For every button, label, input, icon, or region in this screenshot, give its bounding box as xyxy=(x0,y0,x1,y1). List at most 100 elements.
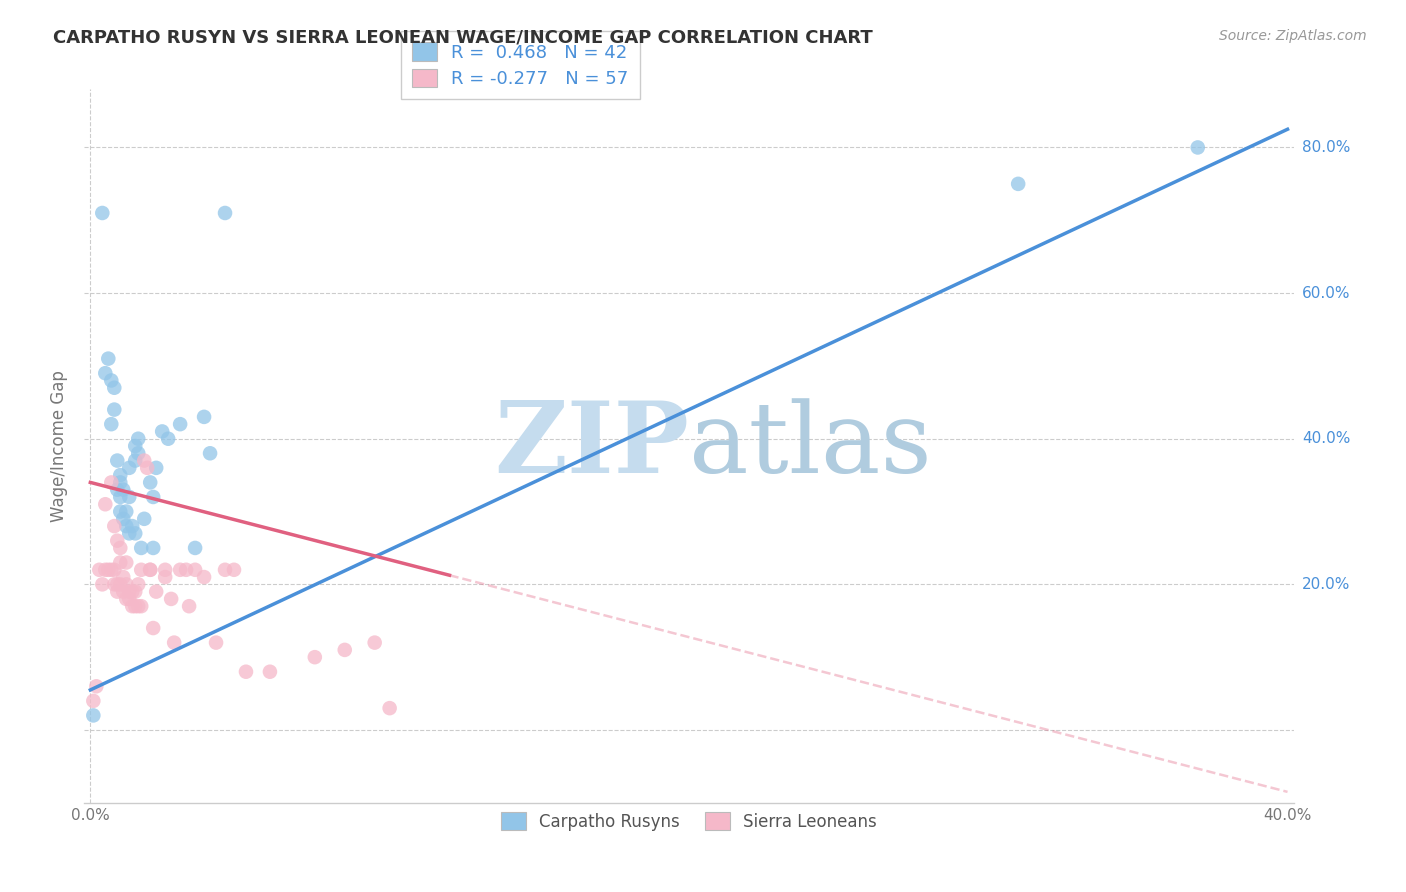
Point xyxy=(333,643,356,657)
Point xyxy=(82,694,104,708)
Point xyxy=(103,563,125,577)
Point xyxy=(89,563,111,577)
Point xyxy=(110,556,132,570)
Point xyxy=(124,453,146,467)
Point xyxy=(118,584,141,599)
Point xyxy=(160,591,183,606)
Point xyxy=(139,563,162,577)
Point xyxy=(103,577,125,591)
Point xyxy=(150,425,173,439)
Point xyxy=(169,563,191,577)
Point xyxy=(363,635,385,649)
Point xyxy=(105,584,128,599)
Point xyxy=(127,446,149,460)
Text: 20.0%: 20.0% xyxy=(1302,577,1350,592)
Point xyxy=(205,635,228,649)
Point xyxy=(110,504,132,518)
Point xyxy=(100,563,122,577)
Point xyxy=(110,541,132,555)
Point xyxy=(214,206,236,220)
Point xyxy=(179,599,201,614)
Text: 40.0%: 40.0% xyxy=(1302,431,1350,446)
Point xyxy=(103,402,125,417)
Point xyxy=(103,519,125,533)
Point xyxy=(112,512,135,526)
Point xyxy=(235,665,257,679)
Point xyxy=(105,533,128,548)
Point xyxy=(169,417,191,432)
Point xyxy=(112,570,135,584)
Point xyxy=(1007,177,1029,191)
Point xyxy=(110,475,132,490)
Point xyxy=(134,453,156,467)
Point xyxy=(153,570,176,584)
Point xyxy=(100,374,122,388)
Point xyxy=(214,563,236,577)
Text: 60.0%: 60.0% xyxy=(1302,285,1350,301)
Point xyxy=(174,563,197,577)
Point xyxy=(184,541,207,555)
Point xyxy=(110,468,132,483)
Point xyxy=(103,381,125,395)
Point xyxy=(100,417,122,432)
Point xyxy=(139,563,162,577)
Point xyxy=(145,584,167,599)
Point xyxy=(136,460,159,475)
Point xyxy=(259,665,281,679)
Point xyxy=(118,460,141,475)
Text: atlas: atlas xyxy=(689,398,932,494)
Point xyxy=(94,563,117,577)
Point xyxy=(105,453,128,467)
Point xyxy=(124,599,146,614)
Point xyxy=(115,591,138,606)
Point xyxy=(142,490,165,504)
Point xyxy=(142,541,165,555)
Point xyxy=(118,526,141,541)
Point xyxy=(198,446,221,460)
Point xyxy=(115,577,138,591)
Point xyxy=(129,563,152,577)
Text: ZIP: ZIP xyxy=(494,398,689,494)
Point xyxy=(97,351,120,366)
Point xyxy=(1187,140,1209,154)
Point xyxy=(134,512,156,526)
Point xyxy=(157,432,180,446)
Point xyxy=(105,577,128,591)
Point xyxy=(163,635,186,649)
Text: CARPATHO RUSYN VS SIERRA LEONEAN WAGE/INCOME GAP CORRELATION CHART: CARPATHO RUSYN VS SIERRA LEONEAN WAGE/IN… xyxy=(53,29,873,46)
Point xyxy=(110,490,132,504)
Point xyxy=(193,409,215,424)
Legend: Carpatho Rusyns, Sierra Leoneans: Carpatho Rusyns, Sierra Leoneans xyxy=(494,805,884,838)
Y-axis label: Wage/Income Gap: Wage/Income Gap xyxy=(51,370,69,522)
Text: 80.0%: 80.0% xyxy=(1302,140,1350,155)
Point xyxy=(184,563,207,577)
Point xyxy=(304,650,326,665)
Point xyxy=(105,483,128,497)
Point xyxy=(110,577,132,591)
Point xyxy=(124,526,146,541)
Point xyxy=(118,591,141,606)
Point xyxy=(222,563,245,577)
Text: Source: ZipAtlas.com: Source: ZipAtlas.com xyxy=(1219,29,1367,43)
Point xyxy=(91,577,114,591)
Point xyxy=(112,584,135,599)
Point xyxy=(121,519,143,533)
Point xyxy=(127,599,149,614)
Point xyxy=(127,577,149,591)
Point xyxy=(97,563,120,577)
Point xyxy=(121,584,143,599)
Point xyxy=(115,556,138,570)
Point xyxy=(124,439,146,453)
Point xyxy=(82,708,104,723)
Point xyxy=(86,679,108,693)
Point xyxy=(115,504,138,518)
Point xyxy=(378,701,401,715)
Point xyxy=(127,432,149,446)
Point xyxy=(91,206,114,220)
Point xyxy=(139,475,162,490)
Point xyxy=(124,584,146,599)
Point xyxy=(115,519,138,533)
Point xyxy=(94,497,117,511)
Point xyxy=(94,366,117,380)
Point xyxy=(129,599,152,614)
